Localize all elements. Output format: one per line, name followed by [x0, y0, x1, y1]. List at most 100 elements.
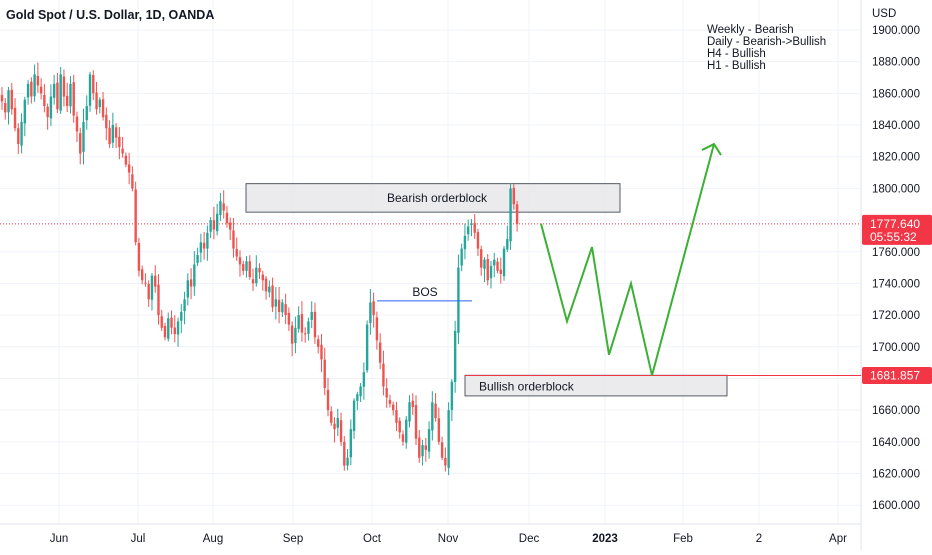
candle-body — [330, 411, 333, 423]
candle-body — [447, 410, 450, 468]
candle-body — [313, 311, 317, 338]
candle-body — [287, 312, 291, 325]
note-h4: H4 - Bullish — [707, 48, 766, 60]
candles-group — [0, 62, 519, 476]
candle-body — [212, 220, 216, 230]
candle-body — [170, 317, 173, 328]
candle-body — [137, 242, 141, 271]
candle-body — [75, 116, 79, 132]
candle-body — [470, 223, 473, 226]
candle-body — [294, 327, 297, 344]
time-axis[interactable]: Jun Jul Aug Sep Oct Nov Dec 2023 Feb 2 Apr — [50, 533, 847, 545]
candle-body — [378, 342, 382, 363]
candle-body — [307, 321, 310, 334]
candle-body — [167, 318, 170, 339]
candle-body — [388, 399, 392, 404]
candle-body — [147, 283, 150, 300]
candle-body — [437, 418, 441, 442]
candle-body — [336, 418, 339, 428]
candle-body — [359, 386, 362, 397]
candle-body — [196, 254, 199, 263]
time-tick-label: Jul — [131, 533, 146, 545]
candle-body — [463, 235, 467, 250]
candle-body — [362, 372, 366, 387]
candle-body — [476, 232, 480, 249]
level-price-badge-bg — [862, 367, 932, 385]
price-tick-label: 1700.000 — [872, 342, 920, 354]
candle-body — [114, 127, 118, 138]
candle-body — [493, 259, 496, 266]
candle-body — [23, 99, 27, 124]
time-tick-label: Sep — [283, 533, 303, 545]
candle-body — [339, 420, 343, 442]
symbol-title[interactable]: Gold Spot / U.S. Dollar, 1D, OANDA — [6, 8, 214, 22]
candle-body — [261, 274, 264, 281]
candle-body — [222, 203, 225, 211]
candle-body — [303, 333, 307, 335]
candle-body — [473, 222, 476, 233]
candle-body — [418, 437, 421, 458]
candle-body — [486, 259, 489, 281]
candle-body — [0, 94, 4, 102]
candle-body — [62, 76, 66, 97]
price-tick-label: 1620.000 — [872, 469, 920, 481]
candle-body — [284, 304, 287, 316]
candle-body — [206, 232, 209, 249]
candle-body — [17, 128, 20, 145]
candle-body — [466, 226, 470, 235]
candle-body — [189, 279, 193, 287]
candle-body — [134, 189, 137, 243]
candle-body — [427, 429, 431, 452]
candle-body — [268, 286, 271, 293]
candle-body — [496, 261, 499, 271]
candle-body — [33, 74, 36, 97]
candle-body — [92, 75, 95, 94]
candle-body — [369, 302, 372, 324]
candle-body — [414, 405, 418, 439]
price-tick-label: 1860.000 — [872, 88, 920, 100]
candle-body — [154, 275, 157, 287]
candle-body — [255, 267, 258, 284]
candle-body — [290, 325, 294, 344]
candle-body — [36, 75, 40, 86]
projection-path[interactable] — [540, 143, 715, 376]
candle-body — [333, 423, 336, 430]
candle-body — [385, 388, 388, 398]
candle-body — [450, 381, 454, 410]
candle-body — [215, 213, 219, 232]
candle-body — [421, 445, 424, 457]
price-tick-label: 1880.000 — [872, 57, 920, 69]
candle-body — [118, 136, 121, 148]
time-tick-label: Feb — [673, 533, 693, 545]
candle-body — [401, 434, 405, 442]
candle-body — [320, 344, 323, 360]
candle-body — [105, 114, 108, 129]
candle-body — [515, 204, 519, 224]
candle-body — [509, 188, 512, 242]
time-tick-label: Oct — [363, 533, 382, 545]
candle-body — [506, 239, 509, 250]
candle-body — [88, 74, 92, 106]
time-tick-label: Jun — [50, 533, 69, 545]
candle-body — [372, 301, 375, 316]
price-tick-label: 1760.000 — [872, 247, 920, 259]
candle-body — [111, 125, 115, 143]
candle-body — [281, 302, 284, 313]
candle-body — [346, 457, 349, 466]
candle-body — [297, 315, 300, 329]
candle-body — [225, 212, 229, 224]
candle-body — [39, 86, 43, 94]
candle-body — [264, 278, 268, 292]
candle-body — [26, 83, 30, 98]
candle-body — [317, 339, 320, 347]
candle-body — [489, 266, 493, 279]
candle-body — [173, 327, 176, 335]
candle-body — [258, 268, 261, 273]
candle-body — [69, 83, 72, 107]
bearish-orderblock-zone[interactable] — [245, 183, 621, 213]
candle-body — [352, 400, 356, 432]
time-tick-label: Apr — [829, 533, 847, 545]
